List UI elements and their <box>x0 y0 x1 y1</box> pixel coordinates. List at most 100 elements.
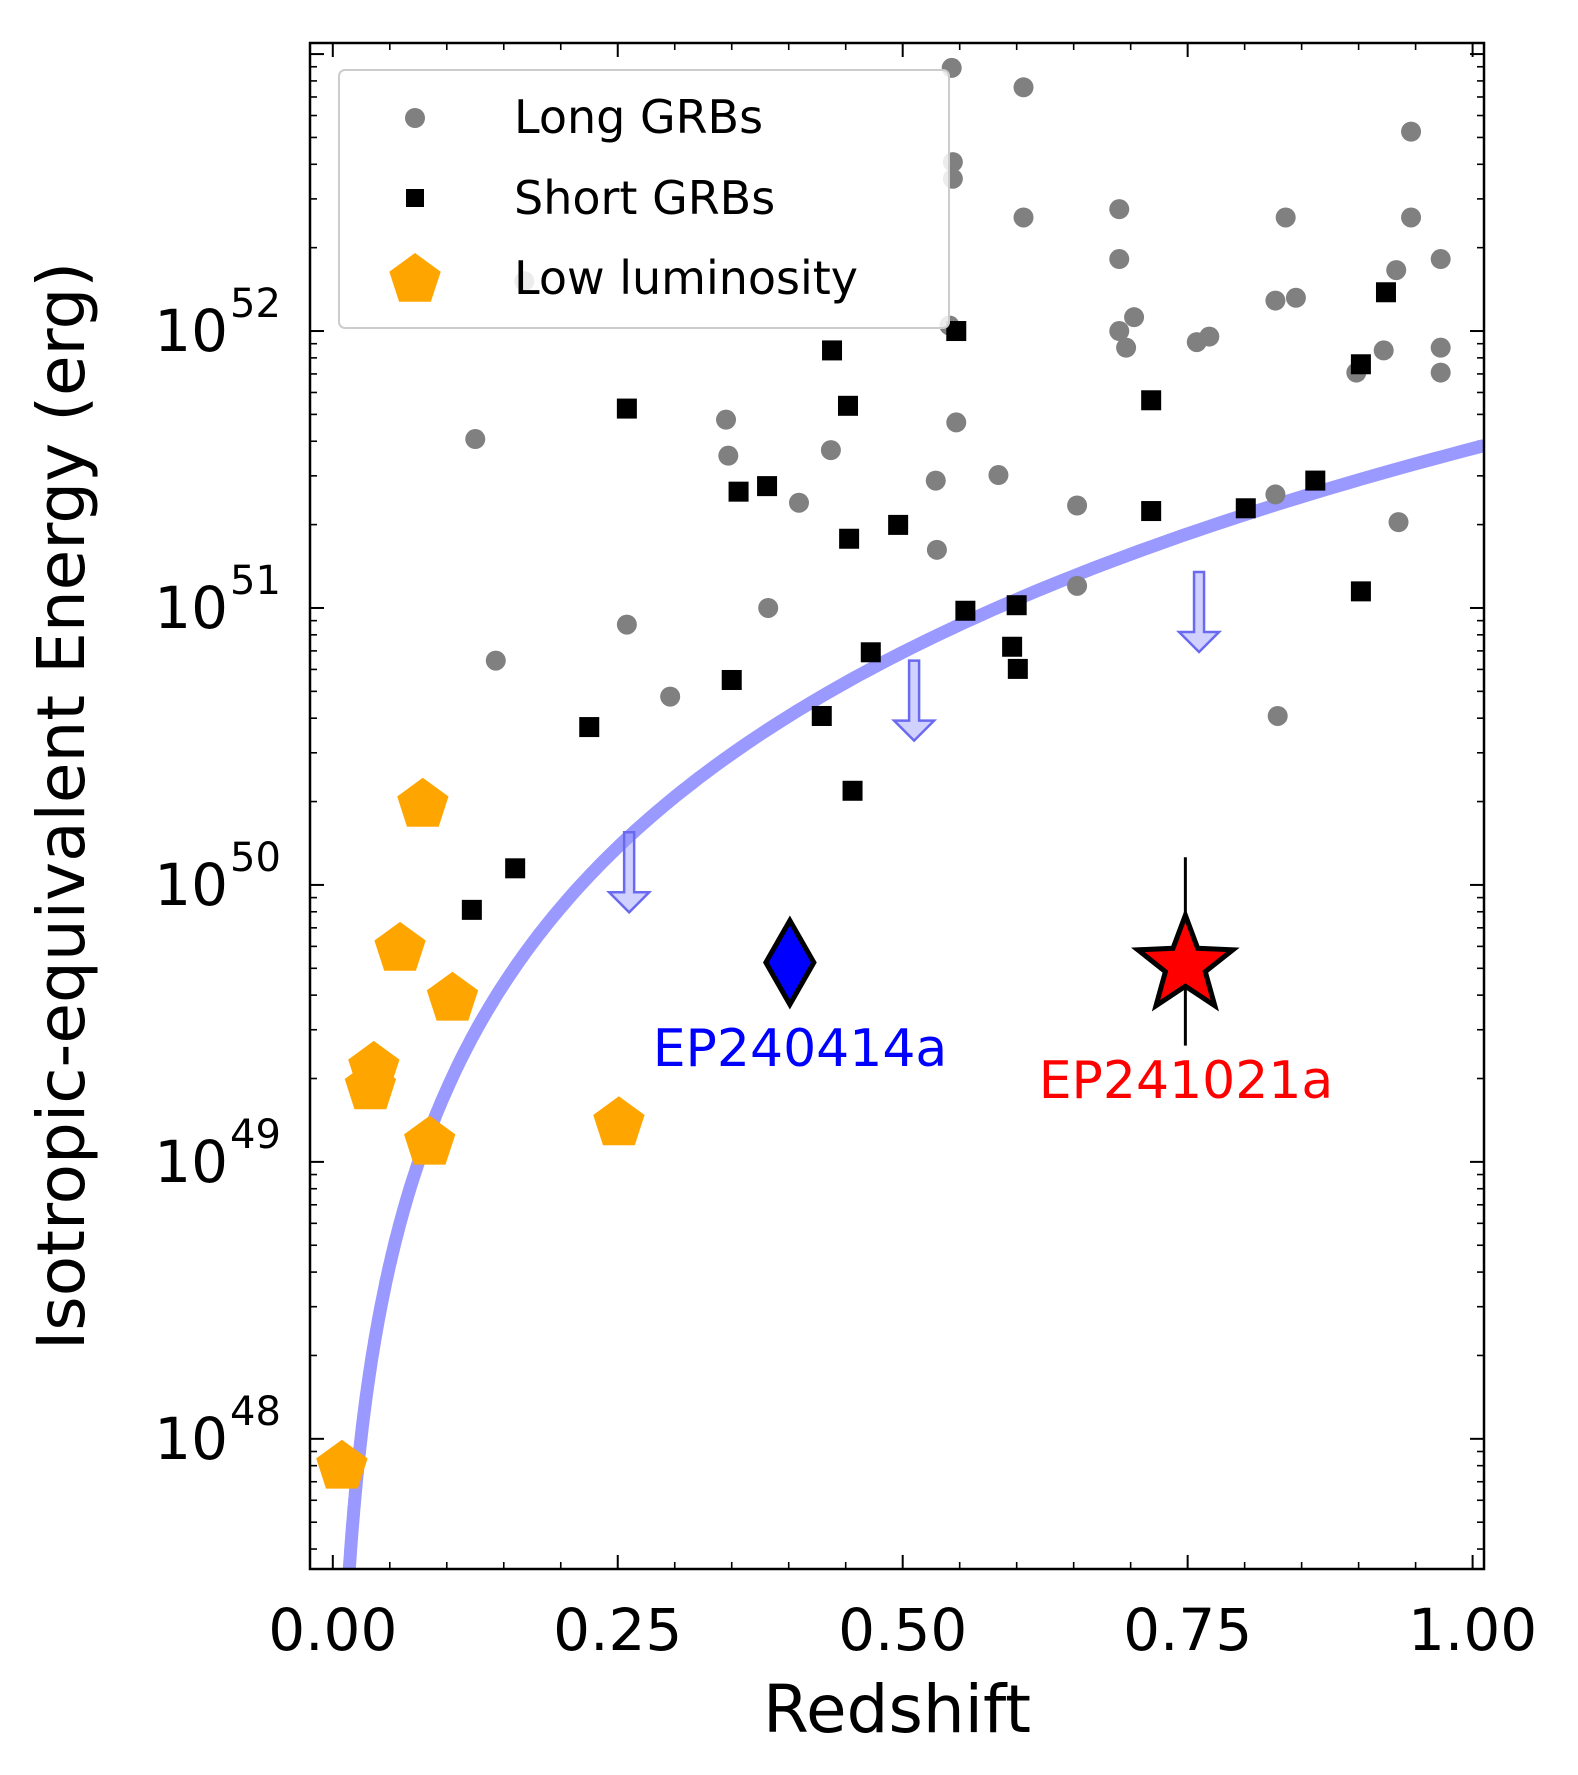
long-grb-point <box>1116 337 1137 358</box>
long-grb-point <box>946 412 967 433</box>
long-grb-point <box>1285 287 1306 308</box>
low-luminosity-point <box>374 921 426 971</box>
long-grb-point <box>988 465 1009 486</box>
y-tick-label: 10 48 <box>154 1389 281 1473</box>
y-tick-label: 10 51 <box>154 558 281 642</box>
long-grb-point <box>1109 321 1130 342</box>
y-tick-exponent: 51 <box>230 558 281 604</box>
long-grb-point <box>1388 512 1409 533</box>
long-grb-point <box>1430 337 1451 358</box>
x-tick-label: 0.50 <box>838 1596 967 1664</box>
short-grb-points <box>461 282 1396 920</box>
long-grb-point <box>1267 705 1288 726</box>
legend-long-label: Long GRBs <box>514 90 763 144</box>
long-grb-point <box>1430 249 1451 270</box>
short-grb-point <box>579 717 600 738</box>
low-luminosity-point <box>404 1115 456 1165</box>
plot-frame <box>308 41 1486 1571</box>
short-grb-point <box>839 528 860 549</box>
legend-low-marker <box>389 253 441 302</box>
x-axis-label: Redshift <box>763 1671 1031 1748</box>
short-grb-point <box>955 600 976 621</box>
short-grb-point <box>1141 501 1162 522</box>
long-grb-point <box>1013 207 1034 228</box>
short-grb-point <box>616 398 637 419</box>
short-grb-point <box>1006 595 1027 616</box>
ep240414a-label: EP240414a <box>653 1019 948 1079</box>
long-grb-point <box>718 445 739 466</box>
long-grb-point <box>660 686 681 707</box>
short-grb-point <box>811 705 832 726</box>
upper-limit-arrow <box>891 659 938 743</box>
long-grb-point <box>925 470 946 491</box>
short-grb-point <box>1305 470 1326 491</box>
upper-limit-arrow <box>1176 570 1223 654</box>
highlight-markers <box>762 857 1240 1046</box>
ep241021a-marker <box>1130 908 1240 1012</box>
legend-long-marker <box>405 108 425 128</box>
x-tick-label: 1.00 <box>1408 1596 1537 1664</box>
y-tick-label: 10 50 <box>154 835 281 919</box>
long-grb-point <box>1013 77 1034 98</box>
x-tick-labels: 0.00 0.25 0.50 0.75 1.00 <box>268 1596 1537 1664</box>
y-tick-exponent: 49 <box>230 1112 281 1158</box>
legend-low-label: Low luminosity <box>514 251 858 305</box>
short-grb-point <box>505 858 526 879</box>
y-tick-base: 10 <box>154 574 228 642</box>
short-grb-point <box>1350 581 1371 602</box>
long-grb-point <box>1067 495 1088 516</box>
low-luminosity-point <box>348 1040 400 1090</box>
short-grb-point <box>842 780 863 801</box>
ep241021a-label: EP241021a <box>1039 1051 1334 1111</box>
y-tick-labels: 10 48 10 49 10 50 10 51 10 52 <box>154 281 281 1473</box>
long-grb-point <box>1109 249 1130 270</box>
low-luminosity-point <box>593 1096 645 1146</box>
long-grb-point <box>1265 290 1286 311</box>
short-grb-point <box>728 481 749 502</box>
long-grb-point <box>1373 340 1394 361</box>
long-grb-point <box>926 539 947 560</box>
y-axis-label: Isotropic-equivalent Energy (erg) <box>23 262 100 1350</box>
long-grb-point <box>1109 199 1130 220</box>
x-tick-label: 0.00 <box>268 1596 397 1664</box>
short-grb-point <box>1002 636 1023 657</box>
y-tick-exponent: 48 <box>230 1389 281 1435</box>
y-tick-base: 10 <box>154 1128 228 1196</box>
long-grb-point <box>820 440 841 461</box>
legend-box <box>338 69 950 329</box>
short-grb-point <box>721 669 742 690</box>
y-tick-base: 10 <box>154 851 228 919</box>
long-grb-point <box>1199 326 1220 347</box>
short-grb-point <box>1375 282 1396 303</box>
short-grb-point <box>461 899 482 920</box>
y-tick-exponent: 52 <box>230 281 281 327</box>
long-grb-points <box>465 57 1451 726</box>
y-tick-base: 10 <box>154 1405 228 1473</box>
x-tick-label: 0.25 <box>553 1596 682 1664</box>
short-grb-point <box>1007 658 1028 679</box>
upper-limit-arrow <box>606 831 653 915</box>
short-grb-point <box>757 476 778 497</box>
ep240414a-marker <box>762 915 817 1010</box>
short-grb-point <box>822 340 843 361</box>
long-grb-point <box>1067 575 1088 596</box>
y-tick-label: 10 52 <box>154 281 281 365</box>
major-ticks <box>310 43 1484 1569</box>
legend-short-marker <box>406 189 424 207</box>
short-grb-point <box>1350 354 1371 375</box>
legend: Long GRBs Short GRBs Low luminosity <box>338 69 950 329</box>
y-tick-exponent: 50 <box>230 835 281 881</box>
short-grb-point <box>837 395 858 416</box>
long-grb-point <box>1401 207 1422 228</box>
x-tick-label: 0.75 <box>1123 1596 1252 1664</box>
short-grb-point <box>888 514 909 535</box>
long-grb-point <box>465 429 486 450</box>
upper-limit-arrow-shape <box>606 831 653 915</box>
long-grb-point <box>758 597 779 618</box>
long-grb-point <box>1401 121 1422 142</box>
short-grb-point <box>946 321 967 342</box>
long-grb-point <box>1275 207 1296 228</box>
low-luminosity-point <box>397 777 449 827</box>
limit-curve <box>342 439 1484 1569</box>
